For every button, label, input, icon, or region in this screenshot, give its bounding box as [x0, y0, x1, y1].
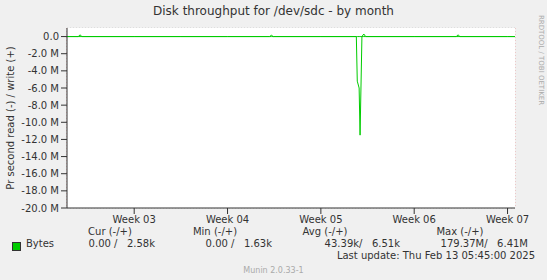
svg-text:Week 03: Week 03	[113, 214, 156, 225]
html-text:Avg (-/+): Avg (-/+)	[302, 226, 348, 237]
html-text:Bytes: Bytes	[26, 238, 55, 249]
html-text:Disk throughput for /dev/sdc -: Disk throughput for /dev/sdc - by month	[153, 4, 394, 18]
svg-text:-4.0 M: -4.0 M	[28, 65, 59, 76]
html-text:Munin 2.0.33-1: Munin 2.0.33-1	[243, 266, 304, 275]
svg-text:Week 07: Week 07	[486, 214, 529, 225]
svg-text:-14.0 M: -14.0 M	[21, 151, 59, 162]
html-text:Last update: Thu Feb 13 05:45:: Last update: Thu Feb 13 05:45:00 2025	[336, 250, 535, 261]
svg-text:-12.0 M: -12.0 M	[21, 134, 59, 145]
svg-text:0.0: 0.0	[43, 31, 59, 42]
html-text:Min (-/+): Min (-/+)	[193, 226, 237, 237]
html-text:RRDTOOL / TOBI OETIKER: RRDTOOL / TOBI OETIKER	[537, 14, 545, 106]
html-text:Cur (-/+): Cur (-/+)	[88, 226, 132, 237]
html-text:Max (-/+): Max (-/+)	[436, 226, 484, 237]
svg-text:-18.0 M: -18.0 M	[21, 185, 59, 196]
html-text:0.00 / 2.58k: 0.00 / 2.58k	[88, 238, 155, 249]
svg-text:Week 04: Week 04	[206, 214, 249, 225]
html-text:0.00 / 1.63k: 0.00 / 1.63k	[205, 238, 272, 249]
svg-text:-20.0 M: -20.0 M	[21, 203, 59, 214]
svg-text:-8.0 M: -8.0 M	[28, 100, 59, 111]
html-text:179.37M/ 6.41M: 179.37M/ 6.41M	[440, 238, 528, 249]
svg-text:Week 06: Week 06	[393, 214, 436, 225]
html-text:Pr second read (-) / write (+): Pr second read (-) / write (+)	[4, 46, 16, 190]
html-text:43.39k/ 6.51k: 43.39k/ 6.51k	[324, 238, 400, 249]
svg-text:-10.0 M: -10.0 M	[21, 117, 59, 128]
svg-text:-16.0 M: -16.0 M	[21, 168, 59, 179]
svg-text:-6.0 M: -6.0 M	[28, 83, 59, 94]
svg-text:-2.0 M: -2.0 M	[28, 48, 59, 59]
svg-text:Week 05: Week 05	[299, 214, 342, 225]
